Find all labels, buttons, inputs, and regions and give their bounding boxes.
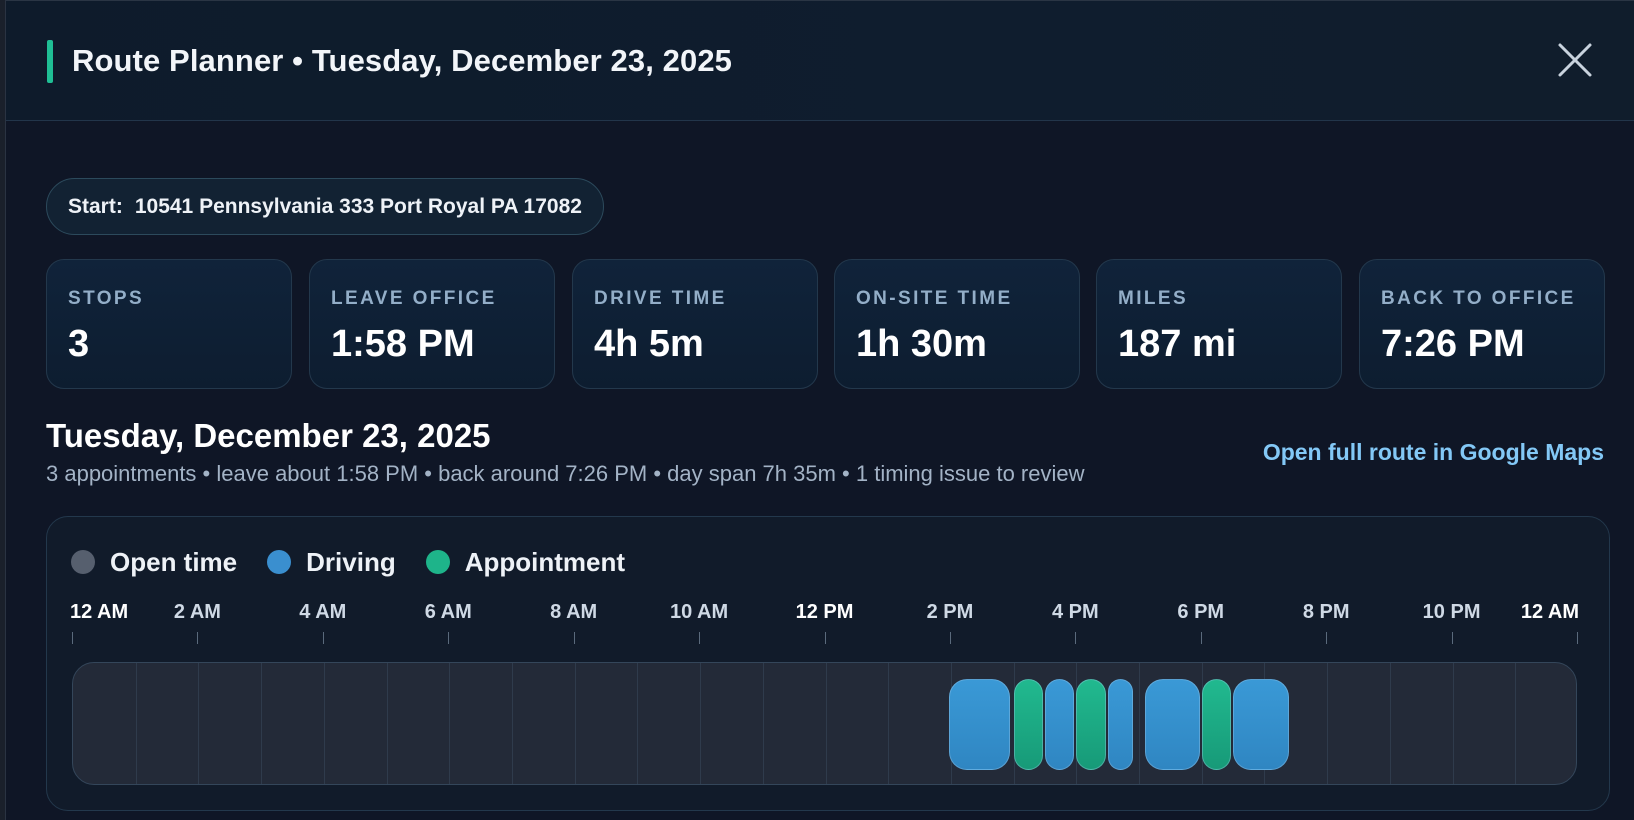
hour-tick [950, 632, 951, 644]
hour-tick [1201, 632, 1202, 644]
stat-value: 7:26 PM [1381, 323, 1525, 365]
hour-tick [825, 632, 826, 644]
stat-card-drive-time: DRIVE TIME 4h 5m [572, 259, 818, 389]
appointment-segment[interactable] [1201, 679, 1232, 770]
legend-dot-appointment [425, 550, 450, 574]
background-window-edge [0, 0, 6, 820]
driving-segment[interactable] [1145, 679, 1200, 770]
stat-label: ON-SITE TIME [856, 288, 1013, 309]
stat-card-stops: STOPS 3 [46, 259, 292, 389]
stat-card-on-site-time: ON-SITE TIME 1h 30m [834, 259, 1080, 389]
appointment-segment[interactable] [1013, 679, 1043, 770]
hour-label: 4 PM [1051, 601, 1099, 623]
driving-segment[interactable] [1044, 679, 1075, 770]
timeline-legend: Open time Driving Appointment [71, 545, 625, 579]
route-planner-modal: Route Planner • Tuesday, December 23, 20… [6, 0, 1634, 820]
close-icon [1558, 43, 1592, 77]
hour-gridline [826, 663, 827, 784]
hour-gridline [888, 663, 889, 784]
hour-gridline [512, 663, 513, 784]
stat-label: LEAVE OFFICE [331, 288, 497, 309]
hour-gridline [700, 663, 701, 784]
hour-gridline [449, 663, 450, 784]
hour-gridline [261, 663, 262, 784]
hour-label: 10 PM [1422, 601, 1481, 623]
stat-value: 4h 5m [594, 323, 704, 365]
hour-tick [1452, 632, 1453, 644]
hour-tick [448, 632, 449, 644]
stat-value: 1:58 PM [331, 323, 475, 365]
driving-segment[interactable] [1107, 679, 1133, 770]
hour-label: 2 AM [173, 601, 221, 623]
hour-label: 4 AM [299, 601, 347, 623]
modal-title: Route Planner • Tuesday, December 23, 20… [72, 43, 733, 78]
driving-segment[interactable] [949, 679, 1010, 770]
hour-tick [699, 632, 700, 644]
hour-tick [1326, 632, 1327, 644]
stat-label: BACK TO OFFICE [1381, 288, 1576, 309]
hour-gridline [387, 663, 388, 784]
legend-item-appointment: Appointment [425, 546, 626, 578]
modal-header: Route Planner • Tuesday, December 23, 20… [6, 1, 1634, 121]
hour-label: 8 PM [1302, 601, 1350, 623]
day-summary: 3 appointments • leave about 1:58 PM • b… [46, 461, 1085, 486]
stat-value: 187 mi [1118, 323, 1237, 365]
start-address-pill: Start: 10541 Pennsylvania 333 Port Royal… [46, 178, 604, 235]
stat-value: 1h 30m [856, 323, 987, 365]
hour-label: 6 AM [424, 601, 472, 623]
start-label: Start: [68, 194, 123, 218]
driving-segment[interactable] [1233, 679, 1290, 770]
hour-label: 12 AM [1520, 601, 1579, 623]
appointment-segment[interactable] [1076, 679, 1106, 770]
hour-gridline [324, 663, 325, 784]
hour-label: 12 PM [795, 601, 854, 623]
start-address: 10541 Pennsylvania 333 Port Royal PA 170… [134, 194, 582, 218]
timeline-panel: Open time Driving Appointment 12 AM 2 AM 4… [46, 516, 1610, 811]
hour-label: 8 AM [550, 601, 598, 623]
hour-tick [1577, 632, 1578, 644]
legend-label: Open time [110, 546, 238, 577]
legend-item-driving: Driving [267, 547, 396, 578]
hour-gridline [1515, 663, 1516, 784]
stat-label: STOPS [68, 288, 145, 309]
hour-gridline [1390, 663, 1391, 784]
stat-card-miles: MILES 187 mi [1096, 259, 1342, 389]
stat-label: DRIVE TIME [594, 288, 727, 309]
stats-row: STOPS 3 LEAVE OFFICE 1:58 PM DRIVE TIME … [46, 259, 1610, 389]
hour-gridline [637, 663, 638, 784]
hour-label: 2 PM [926, 601, 974, 623]
header-accent-bar [47, 40, 53, 83]
stat-label: MILES [1118, 288, 1189, 309]
hour-gridline [763, 663, 764, 784]
hour-label: 6 PM [1177, 601, 1225, 623]
stat-card-back-to-office: BACK TO OFFICE 7:26 PM [1359, 259, 1605, 389]
timeline-track [72, 662, 1577, 785]
close-button[interactable] [1552, 37, 1598, 83]
hour-tick [72, 632, 73, 644]
stat-value: 3 [68, 323, 90, 365]
hour-label: 12 AM [70, 601, 129, 623]
legend-item-open-time: Open time [71, 547, 237, 578]
hour-tick [574, 632, 575, 644]
hour-gridline [1327, 663, 1328, 784]
legend-dot-open-time [71, 550, 95, 574]
hour-gridline [1139, 663, 1140, 784]
hour-gridline [575, 663, 576, 784]
legend-label: Appointment [464, 546, 626, 577]
hour-gridline [198, 663, 199, 784]
hour-label: 10 AM [669, 601, 729, 623]
hour-tick [323, 632, 324, 644]
hour-tick [197, 632, 198, 644]
day-title: Tuesday, December 23, 2025 [46, 417, 491, 454]
hour-tick [1075, 632, 1076, 644]
stat-card-leave-office: LEAVE OFFICE 1:58 PM [309, 259, 555, 389]
legend-dot-driving [267, 550, 292, 574]
hour-gridline [1453, 663, 1454, 784]
legend-label: Driving [306, 546, 396, 577]
open-google-maps-link[interactable]: Open full route in Google Maps [1262, 439, 1604, 465]
hour-gridline [136, 663, 137, 784]
